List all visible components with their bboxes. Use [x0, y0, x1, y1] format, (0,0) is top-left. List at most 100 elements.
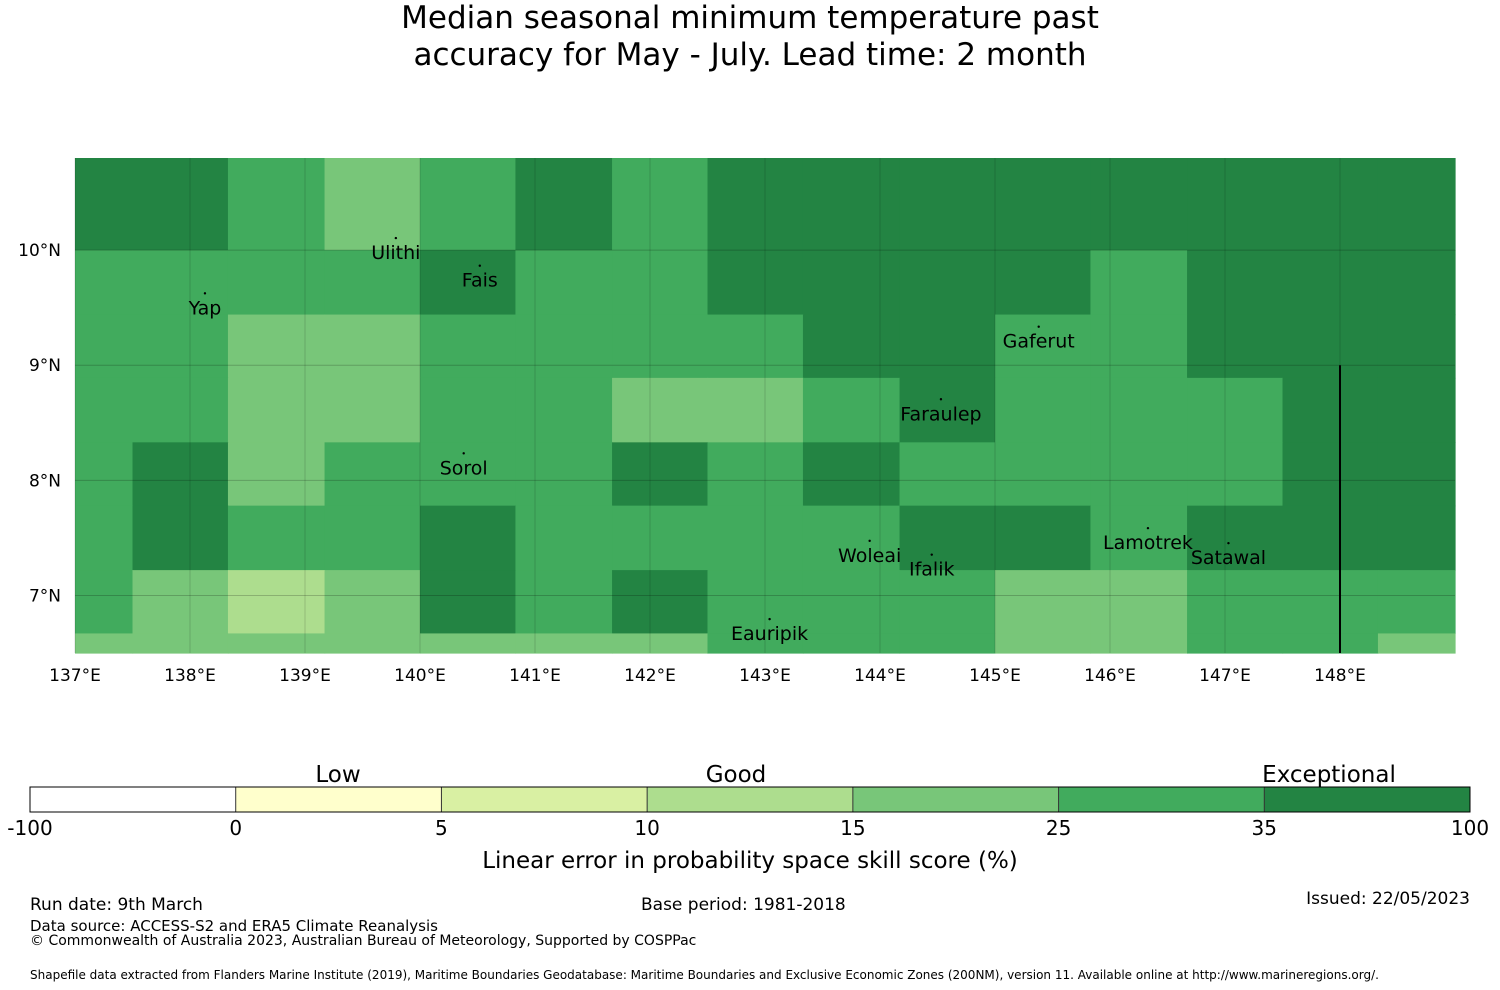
- grid-cell: [1090, 442, 1188, 507]
- colorbar-segment: [441, 787, 648, 812]
- title-line-2: accuracy for May - July. Lead time: 2 mo…: [413, 37, 1087, 73]
- lat-tick-label: 7°N: [29, 586, 61, 606]
- place-label: Ifalik: [909, 559, 955, 581]
- longitude-tick-labels: 137°E 138°E 139°E 140°E 141°E 142°E 143°E 144°E…: [49, 666, 1366, 686]
- grid-cell: [227, 570, 326, 635]
- grid-cell: [132, 377, 229, 443]
- grid-cell: [802, 505, 901, 571]
- grid-cell: [1187, 633, 1284, 654]
- colorbar-segment: [1058, 787, 1265, 812]
- island-marker: [768, 617, 771, 621]
- grid-cell: [515, 633, 613, 654]
- grid-cell: [1187, 314, 1284, 379]
- grid-cell: [802, 442, 901, 507]
- grid-cell: [324, 570, 421, 635]
- colorbar-category-label: Exceptional: [1262, 762, 1396, 788]
- lon-tick-label: 142°E: [624, 666, 676, 686]
- grid-cell: [132, 633, 229, 654]
- grid-cell: [227, 250, 326, 316]
- place-label: Eauripik: [731, 623, 808, 645]
- lon-tick-label: 144°E: [854, 666, 906, 686]
- grid-cell: [707, 442, 804, 507]
- grid-cell: [1187, 158, 1284, 251]
- run-date: Run date: 9th March: [30, 895, 203, 915]
- lon-tick-label: 148°E: [1314, 666, 1366, 686]
- colorbar-tick-label: 5: [435, 816, 448, 840]
- grid-cell: [1090, 505, 1188, 571]
- grid-cell: [1090, 570, 1188, 635]
- grid-cell: [995, 377, 1092, 443]
- grid-cell: [995, 633, 1092, 654]
- grid-cell: [1282, 314, 1379, 379]
- grid-cell: [612, 442, 709, 507]
- map-title: Median seasonal minimum temperature past…: [0, 0, 1500, 74]
- grid-cell: [707, 570, 804, 635]
- colorbar-tick-label: -100: [7, 816, 52, 840]
- grid-cell: [802, 314, 901, 379]
- lon-tick-label: 140°E: [394, 666, 446, 686]
- grid-cell: [899, 505, 996, 571]
- grid-cell: [1377, 633, 1456, 654]
- grid-cell: [420, 505, 517, 571]
- grid-cell: [707, 633, 804, 654]
- colorbar-tick-label: 100: [1451, 816, 1489, 840]
- island-marker: [1037, 325, 1040, 328]
- place-label: Faraulep: [900, 403, 981, 425]
- grid-cell: [707, 505, 804, 571]
- grid-cell: [1090, 158, 1188, 251]
- colorbar-segment: [30, 787, 236, 812]
- grid-cell: [802, 377, 901, 443]
- grid-cell: [324, 377, 421, 443]
- grid-cell: [227, 158, 326, 251]
- grid-cell: [1377, 442, 1456, 507]
- grid-cell: [899, 377, 996, 443]
- colorbar-tick-label: 0: [229, 816, 242, 840]
- grid-cell: [995, 570, 1092, 635]
- place-label: Lamotrek: [1103, 532, 1193, 554]
- place-label: Ulithi: [371, 242, 420, 264]
- grid-cell: [227, 442, 326, 507]
- grid-cell: [612, 250, 709, 316]
- grid-cell: [1377, 377, 1456, 443]
- grid-cell: [75, 570, 134, 635]
- grid-cell: [899, 250, 996, 316]
- colorbar-segment: [647, 787, 853, 812]
- grid-cell: [75, 158, 134, 251]
- grid-cell: [1282, 570, 1379, 635]
- colorbar-segment: [1264, 787, 1470, 812]
- colorbar-frame: [29, 786, 1471, 813]
- place-label: Satawal: [1191, 547, 1266, 569]
- colorbar-tick-label: 25: [1046, 816, 1071, 840]
- latitude-tick-labels: 10°N 9°N 8°N 7°N: [18, 241, 61, 606]
- lon-tick-label: 141°E: [509, 666, 561, 686]
- grid-cell: [132, 442, 229, 507]
- lon-tick-label: 146°E: [1084, 666, 1136, 686]
- grid-cell: [515, 442, 613, 507]
- grid-cell: [227, 314, 326, 379]
- grid-cell: [1377, 505, 1456, 571]
- grid-cell: [707, 250, 804, 316]
- island-marker: [203, 292, 207, 295]
- grid-cell: [1090, 314, 1188, 379]
- grid-cell: [1377, 314, 1456, 379]
- grid-cell: [420, 250, 517, 316]
- grid-cell: [707, 377, 804, 443]
- colorbar-tick-label: 15: [840, 816, 865, 840]
- island-marker: [930, 553, 933, 556]
- colorbar-segment: [852, 787, 1059, 812]
- grid-cell: [1282, 442, 1379, 507]
- island-marker: [478, 264, 481, 267]
- grid-cell: [132, 314, 229, 379]
- grid-cell: [802, 158, 901, 251]
- place-labels: Ulithi Fais Yap Gaferut Faraulep Sorol Woleai I…: [188, 236, 1266, 645]
- grid-cell: [995, 314, 1092, 379]
- colorbar-title: Linear error in probability space skill …: [482, 848, 1018, 874]
- grid-cell: [324, 158, 421, 251]
- lon-tick-label: 137°E: [49, 666, 101, 686]
- grid-cell: [1187, 570, 1284, 635]
- island-marker: [462, 452, 465, 455]
- grid-cell: [515, 314, 613, 379]
- lon-tick-label: 139°E: [279, 666, 331, 686]
- grid-cell: [324, 633, 421, 654]
